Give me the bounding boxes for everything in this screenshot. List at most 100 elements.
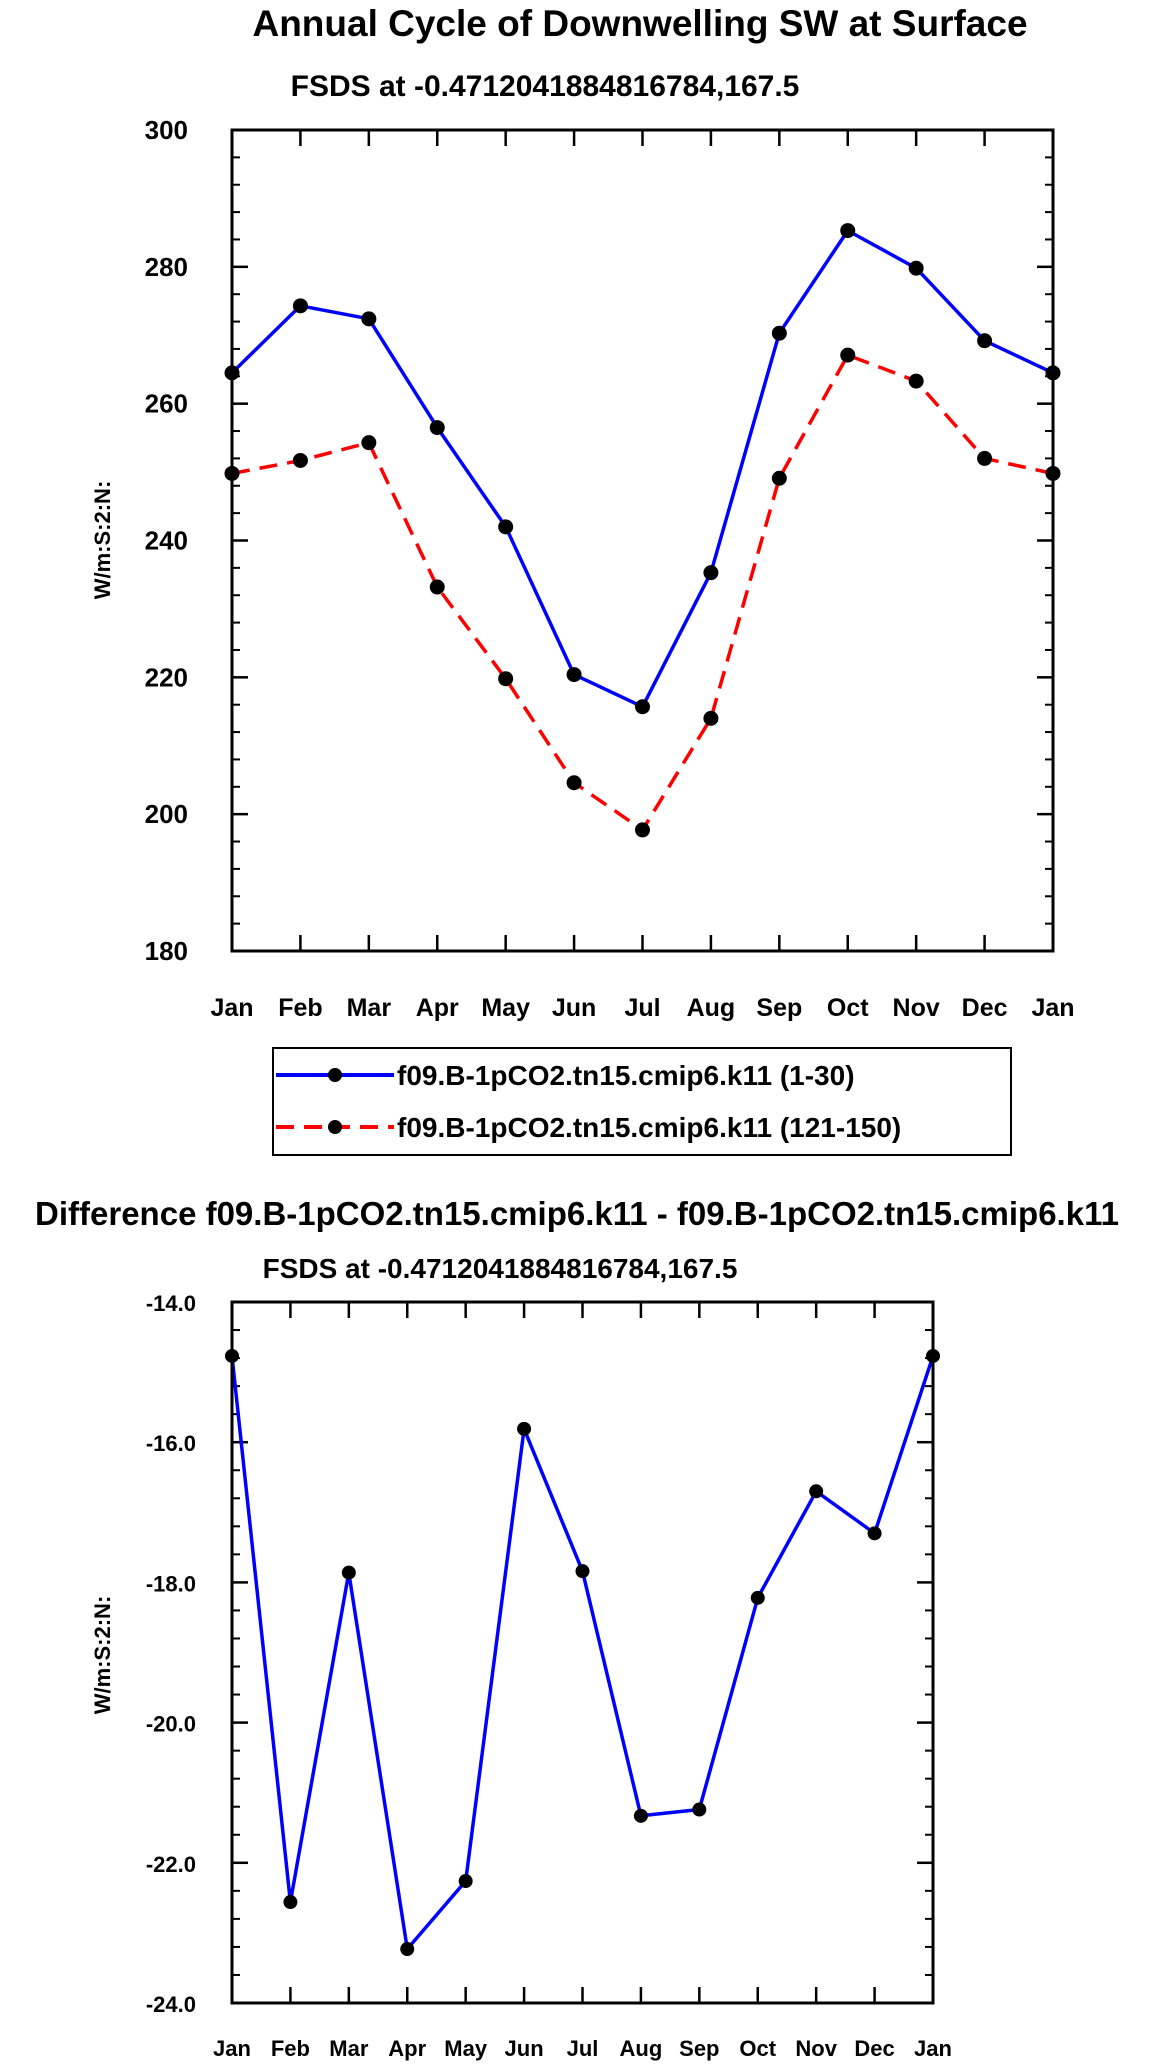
- data-markers: [225, 1348, 940, 1957]
- y-tick-label: 260: [145, 389, 188, 419]
- data-point: [771, 470, 787, 486]
- y-tick-label: 280: [145, 252, 188, 282]
- axis-ticks: [230, 1300, 935, 2005]
- data-point: [908, 373, 924, 389]
- data-point: [566, 667, 582, 683]
- x-tick-label: Apr: [388, 2036, 426, 2061]
- series-line-1: [230, 228, 1054, 709]
- data-point: [771, 325, 787, 341]
- difference-chart: Difference f09.B-1pCO2.tn15.cmip6.k11 - …: [35, 1195, 1119, 2061]
- y-tick-label: 240: [145, 526, 188, 556]
- y-tick-label: 300: [145, 115, 188, 145]
- data-markers: [224, 223, 1061, 838]
- data-point: [575, 1564, 590, 1579]
- x-tick-label: Jul: [624, 994, 660, 1022]
- x-tick-label: May: [481, 994, 530, 1022]
- data-point: [361, 435, 377, 451]
- x-tick-label: Nov: [795, 2036, 837, 2061]
- x-tick-label: Nov: [893, 994, 940, 1022]
- data-point: [635, 822, 650, 838]
- x-tick-label: Dec: [854, 2036, 894, 2061]
- data-point: [840, 347, 856, 363]
- legend-label-2: f09.B-1pCO2.tn15.cmip6.k11 (121-150): [397, 1112, 901, 1143]
- data-point: [341, 1565, 356, 1580]
- series-lines: [230, 228, 1054, 832]
- data-point: [283, 1895, 298, 1910]
- y-axis-label: W/m:S:2:N:: [90, 481, 115, 600]
- data-point: [292, 452, 308, 468]
- y-tick-label: 220: [145, 662, 188, 692]
- legend-entry-1: f09.B-1pCO2.tn15.cmip6.k11 (1-30): [276, 1060, 855, 1091]
- data-point: [840, 223, 856, 239]
- y-axis-label: W/m:S:2:N:: [90, 1596, 115, 1715]
- x-tick-labels: Jan Feb Mar Apr May Jun Jul Aug Sep Oct Nov Dec Jan: [213, 2036, 952, 2061]
- x-tick-label: Jan: [213, 2036, 251, 2061]
- data-point: [908, 260, 924, 276]
- x-tick-label: Mar: [347, 994, 392, 1022]
- y-tick-label: 200: [145, 799, 188, 829]
- x-tick-label: Aug: [620, 2036, 663, 2061]
- data-point: [977, 333, 993, 349]
- legend: f09.B-1pCO2.tn15.cmip6.k11 (1-30) f09.B-…: [272, 1047, 1012, 1156]
- plot-frame: [230, 128, 1055, 953]
- y-tick-label: -14.0: [146, 1291, 196, 1316]
- chart-title: Difference f09.B-1pCO2.tn15.cmip6.k11 - …: [35, 1195, 1119, 1232]
- data-point: [458, 1874, 473, 1889]
- data-point: [566, 775, 582, 791]
- legend-label-1: f09.B-1pCO2.tn15.cmip6.k11 (1-30): [397, 1060, 855, 1091]
- chart-subtitle: FSDS at -0.4712041884816784,167.5: [291, 70, 800, 103]
- x-tick-label: Oct: [739, 2036, 776, 2061]
- x-tick-label: Feb: [278, 994, 322, 1022]
- y-tick-labels: -24.0 -22.0 -20.0 -18.0 -16.0 -14.0: [146, 1291, 196, 2017]
- data-point: [750, 1590, 765, 1605]
- y-tick-labels: 180 200 220 240 260 280 300: [145, 115, 188, 966]
- data-point: [633, 1808, 648, 1823]
- data-point: [977, 450, 993, 466]
- data-point: [809, 1484, 824, 1499]
- series-line-1: [230, 1355, 935, 1951]
- data-point: [517, 1421, 532, 1436]
- x-tick-label: May: [444, 2036, 488, 2061]
- chart-subtitle: FSDS at -0.4712041884816784,167.5: [263, 1253, 738, 1284]
- x-tick-label: Apr: [416, 994, 459, 1022]
- data-point: [429, 579, 445, 595]
- data-point: [703, 565, 719, 581]
- x-tick-label: Jul: [567, 2036, 599, 2061]
- data-point: [635, 699, 650, 715]
- x-tick-label: Feb: [271, 2036, 310, 2061]
- data-point: [361, 311, 377, 327]
- y-tick-label: 180: [145, 936, 188, 966]
- x-tick-label: Jan: [1031, 994, 1074, 1022]
- plot-frame: [230, 1300, 935, 2005]
- data-point: [703, 710, 719, 726]
- y-tick-label: -16.0: [146, 1431, 196, 1456]
- data-point: [498, 671, 514, 687]
- y-tick-label: -18.0: [146, 1571, 196, 1596]
- x-tick-label: Aug: [687, 994, 736, 1022]
- x-tick-label: Sep: [756, 994, 802, 1022]
- x-tick-label: Sep: [679, 2036, 719, 2061]
- data-point: [498, 519, 514, 535]
- x-tick-label: Oct: [827, 994, 869, 1022]
- series-line-2: [231, 353, 1054, 832]
- annual-cycle-chart: Annual Cycle of Downwelling SW at Surfac…: [90, 3, 1075, 1156]
- x-tick-labels: Jan Feb Mar Apr May Jun Jul Aug Sep Oct Nov Dec Jan: [210, 994, 1074, 1022]
- data-point: [292, 298, 308, 314]
- x-tick-label: Jun: [505, 2036, 544, 2061]
- y-tick-label: -22.0: [146, 1852, 196, 1877]
- data-point: [692, 1802, 707, 1817]
- x-tick-label: Jun: [552, 994, 596, 1022]
- series-lines: [230, 1355, 935, 1951]
- legend-marker-1: [328, 1068, 342, 1082]
- x-tick-label: Dec: [962, 994, 1008, 1022]
- x-tick-label: Jan: [210, 994, 253, 1022]
- legend-entry-2: f09.B-1pCO2.tn15.cmip6.k11 (121-150): [276, 1112, 901, 1143]
- data-point: [429, 420, 445, 436]
- chart-title: Annual Cycle of Downwelling SW at Surfac…: [252, 3, 1027, 44]
- data-point: [400, 1942, 415, 1957]
- x-tick-label: Mar: [329, 2036, 369, 2061]
- y-tick-label: -24.0: [146, 1992, 196, 2017]
- x-tick-label: Jan: [914, 2036, 952, 2061]
- legend-marker-2: [328, 1120, 342, 1134]
